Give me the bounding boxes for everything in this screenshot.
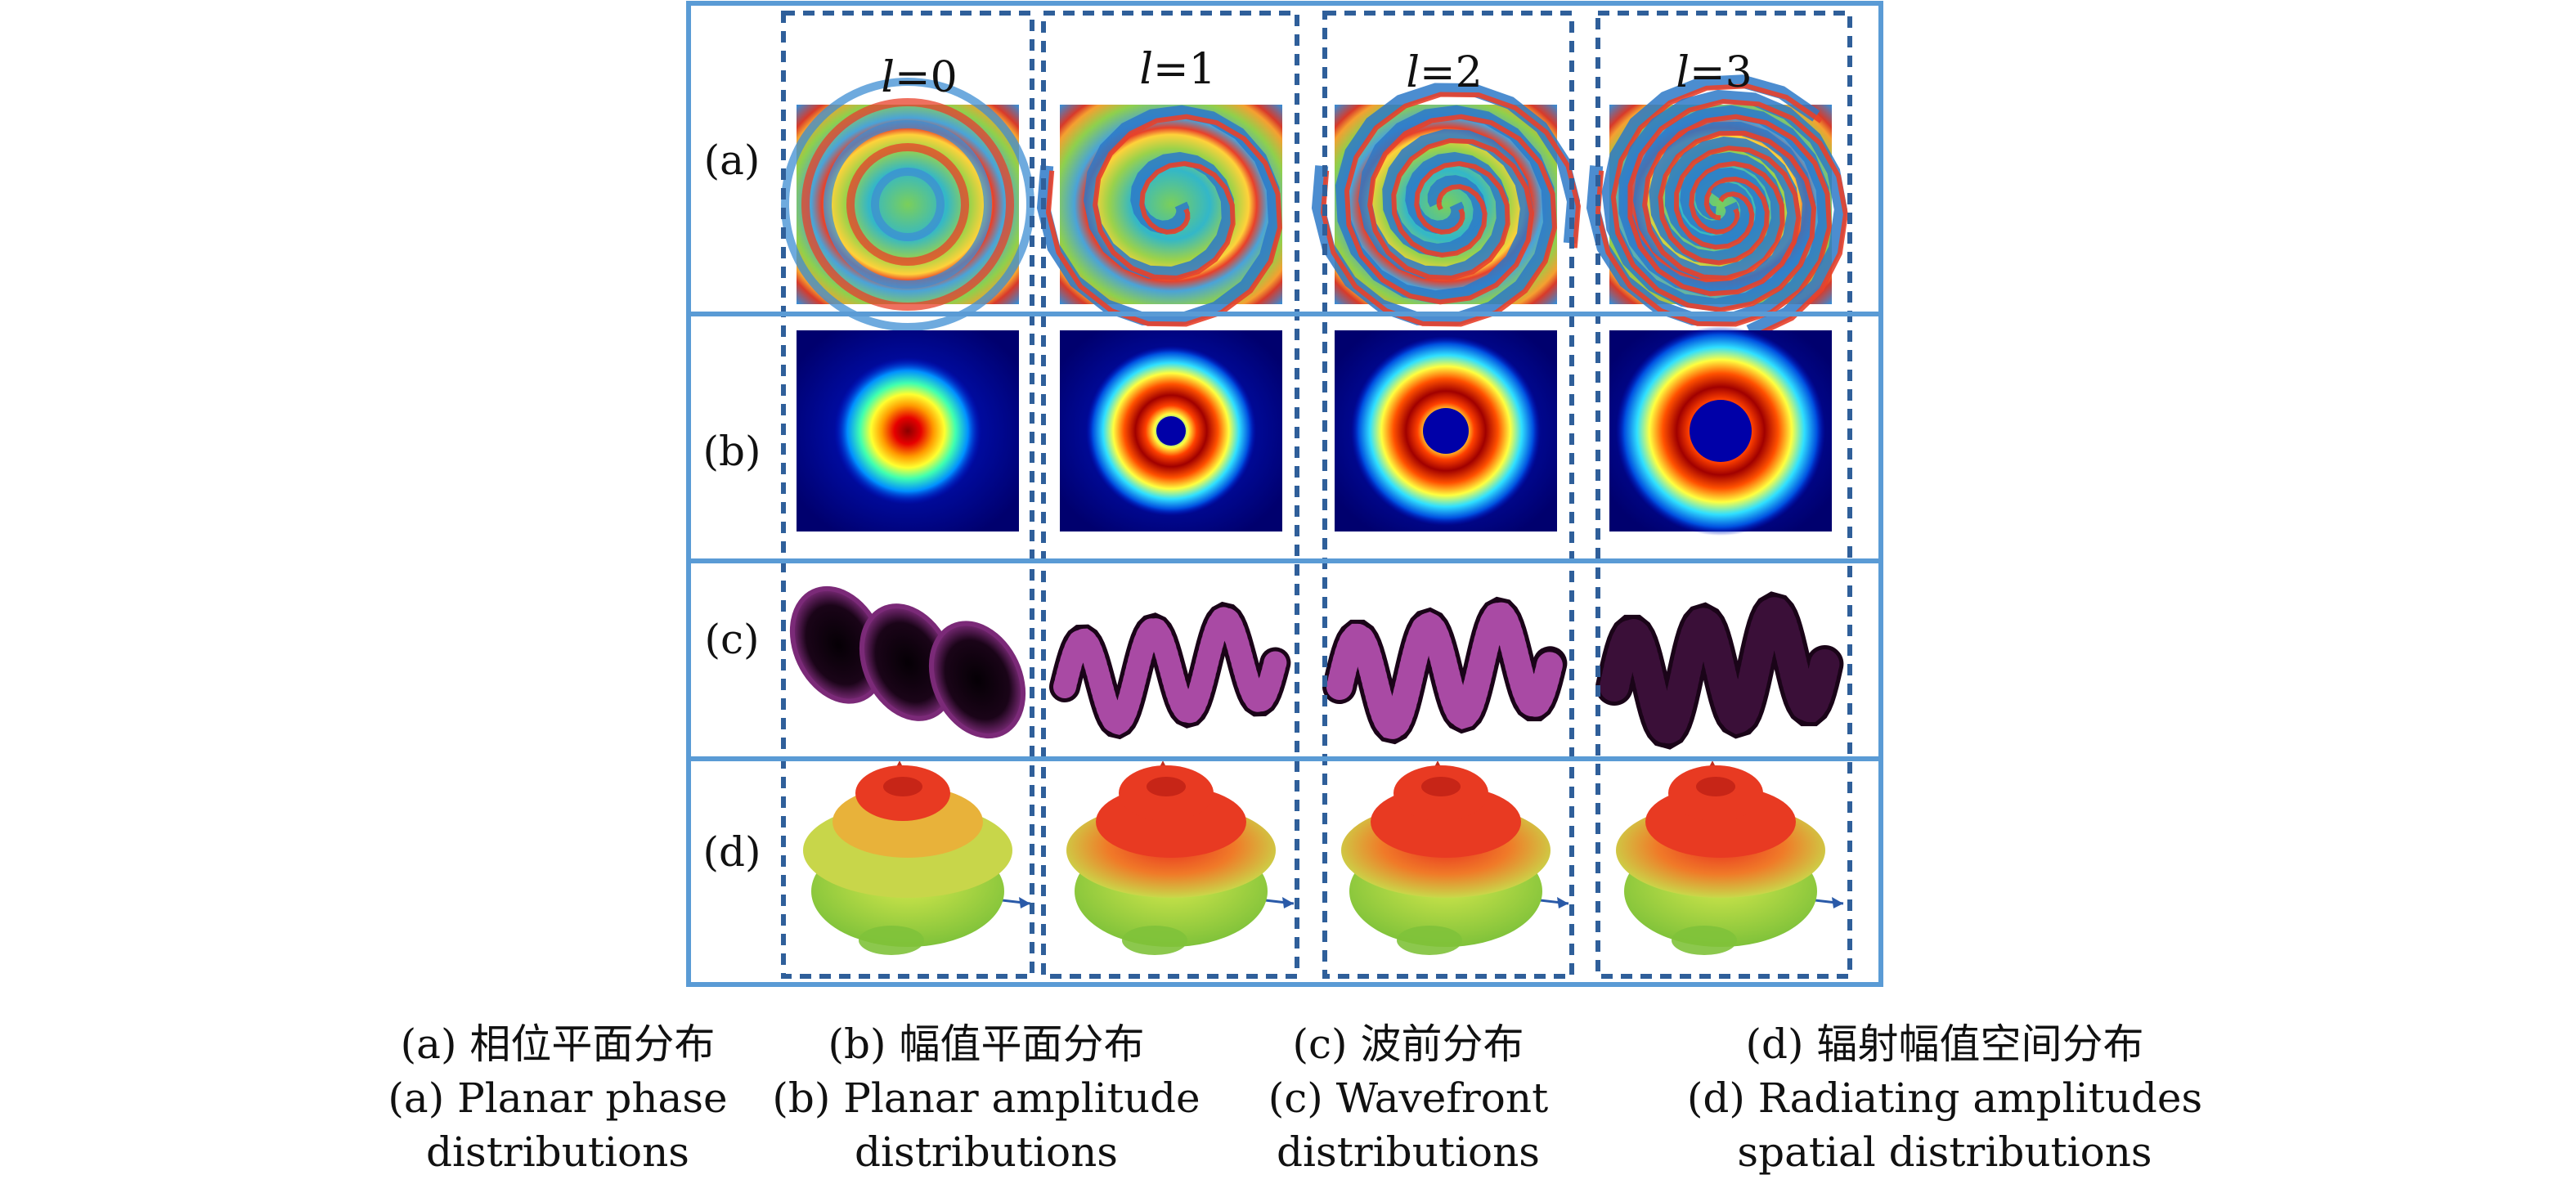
caption-b-zh: (b) 幅值平面分布: [828, 1020, 1145, 1068]
caption-b: (b) 幅值平面分布 (b) Planar amplitude distribu…: [772, 1017, 1200, 1179]
amplitude-panel-l3: [1609, 326, 1832, 536]
radiation-panel-l1: [1066, 760, 1295, 955]
row-label-b: (b): [702, 428, 761, 475]
phase-panel-l2: [1311, 83, 1582, 327]
caption-d: (d) 辐射幅值空间分布 (d) Radiating amplitudes sp…: [1687, 1017, 2202, 1179]
column-header-l2: l=2: [1406, 48, 1483, 97]
wavefront-panel-l2: [1322, 596, 1568, 745]
amplitude-panel-l0: [797, 330, 1019, 531]
amplitude-panel-l1: [1060, 330, 1282, 531]
phase-panel-l1: [1036, 105, 1283, 327]
caption-d-en2: spatial distributions: [1737, 1128, 2152, 1176]
dashed-column-box-3: [1595, 11, 1852, 979]
caption-c-en1: (c) Wavefront: [1268, 1074, 1549, 1122]
column-header-l1: l=1: [1139, 45, 1216, 94]
caption-c-en2: distributions: [1277, 1128, 1540, 1176]
dashed-column-box-1: [1041, 11, 1299, 979]
phase-panel-l3: [1586, 74, 1848, 339]
radiation-panel-l0: [803, 760, 1031, 955]
caption-b-en2: distributions: [855, 1128, 1118, 1176]
caption-a: (a) 相位平面分布 (a) Planar phase distribution…: [388, 1017, 727, 1179]
wavefront-panel-l0: [789, 585, 1026, 739]
row-label-d: (d): [702, 828, 761, 876]
caption-c: (c) 波前分布 (c) Wavefront distributions: [1268, 1017, 1548, 1179]
radiation-panel-l2: [1341, 760, 1569, 955]
amplitude-panel-l2: [1335, 330, 1557, 531]
wavefront-panel-l1: [1049, 601, 1291, 740]
caption-a-zh: (a) 相位平面分布: [400, 1020, 716, 1068]
row-label-c: (c): [704, 616, 760, 663]
caption-b-en1: (b) Planar amplitude: [772, 1074, 1200, 1122]
column-header-l0: l=0: [881, 53, 958, 102]
dashed-column-box-2: [1322, 11, 1574, 979]
radiation-panel-l3: [1616, 760, 1844, 955]
caption-c-zh: (c) 波前分布: [1292, 1020, 1524, 1068]
caption-d-en1: (d) Radiating amplitudes: [1686, 1074, 2203, 1122]
dashed-column-box-0: [781, 11, 1034, 979]
caption-d-zh: (d) 辐射幅值空间分布: [1745, 1020, 2144, 1068]
caption-a-en1: (a) Planar phase: [388, 1074, 728, 1122]
caption-a-en2: distributions: [426, 1128, 689, 1176]
wavefront-panel-l3: [1595, 591, 1844, 750]
row-label-a: (a): [703, 137, 761, 184]
column-header-l3: l=3: [1676, 48, 1752, 97]
outer-frame: [686, 1, 1883, 987]
phase-panel-l0: [781, 78, 1034, 331]
